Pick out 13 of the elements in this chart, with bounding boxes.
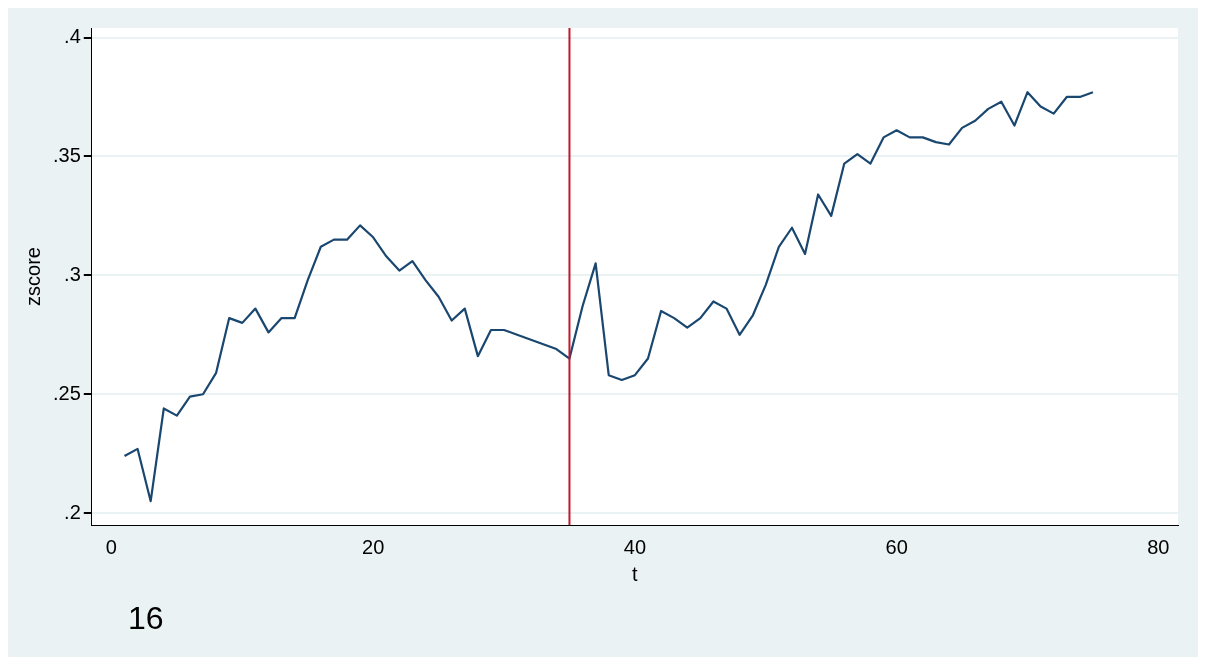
x-tick-label: 40 [623,535,647,558]
x-tick-label: 20 [362,535,385,558]
y-tick-label: .3 [64,262,81,285]
y-tick-label: .25 [52,381,81,404]
x-tick-label: 0 [105,535,117,558]
text: 16 [128,600,164,636]
y-tick-label: .35 [52,143,81,166]
x-tick-label: 60 [885,535,908,558]
y-tick-label: .2 [64,500,81,523]
x-axis-title: t [632,562,639,585]
x-tick-label: 80 [1147,535,1170,558]
y-axis-title: zscore [21,247,44,306]
y-tick-label: .4 [64,25,81,48]
